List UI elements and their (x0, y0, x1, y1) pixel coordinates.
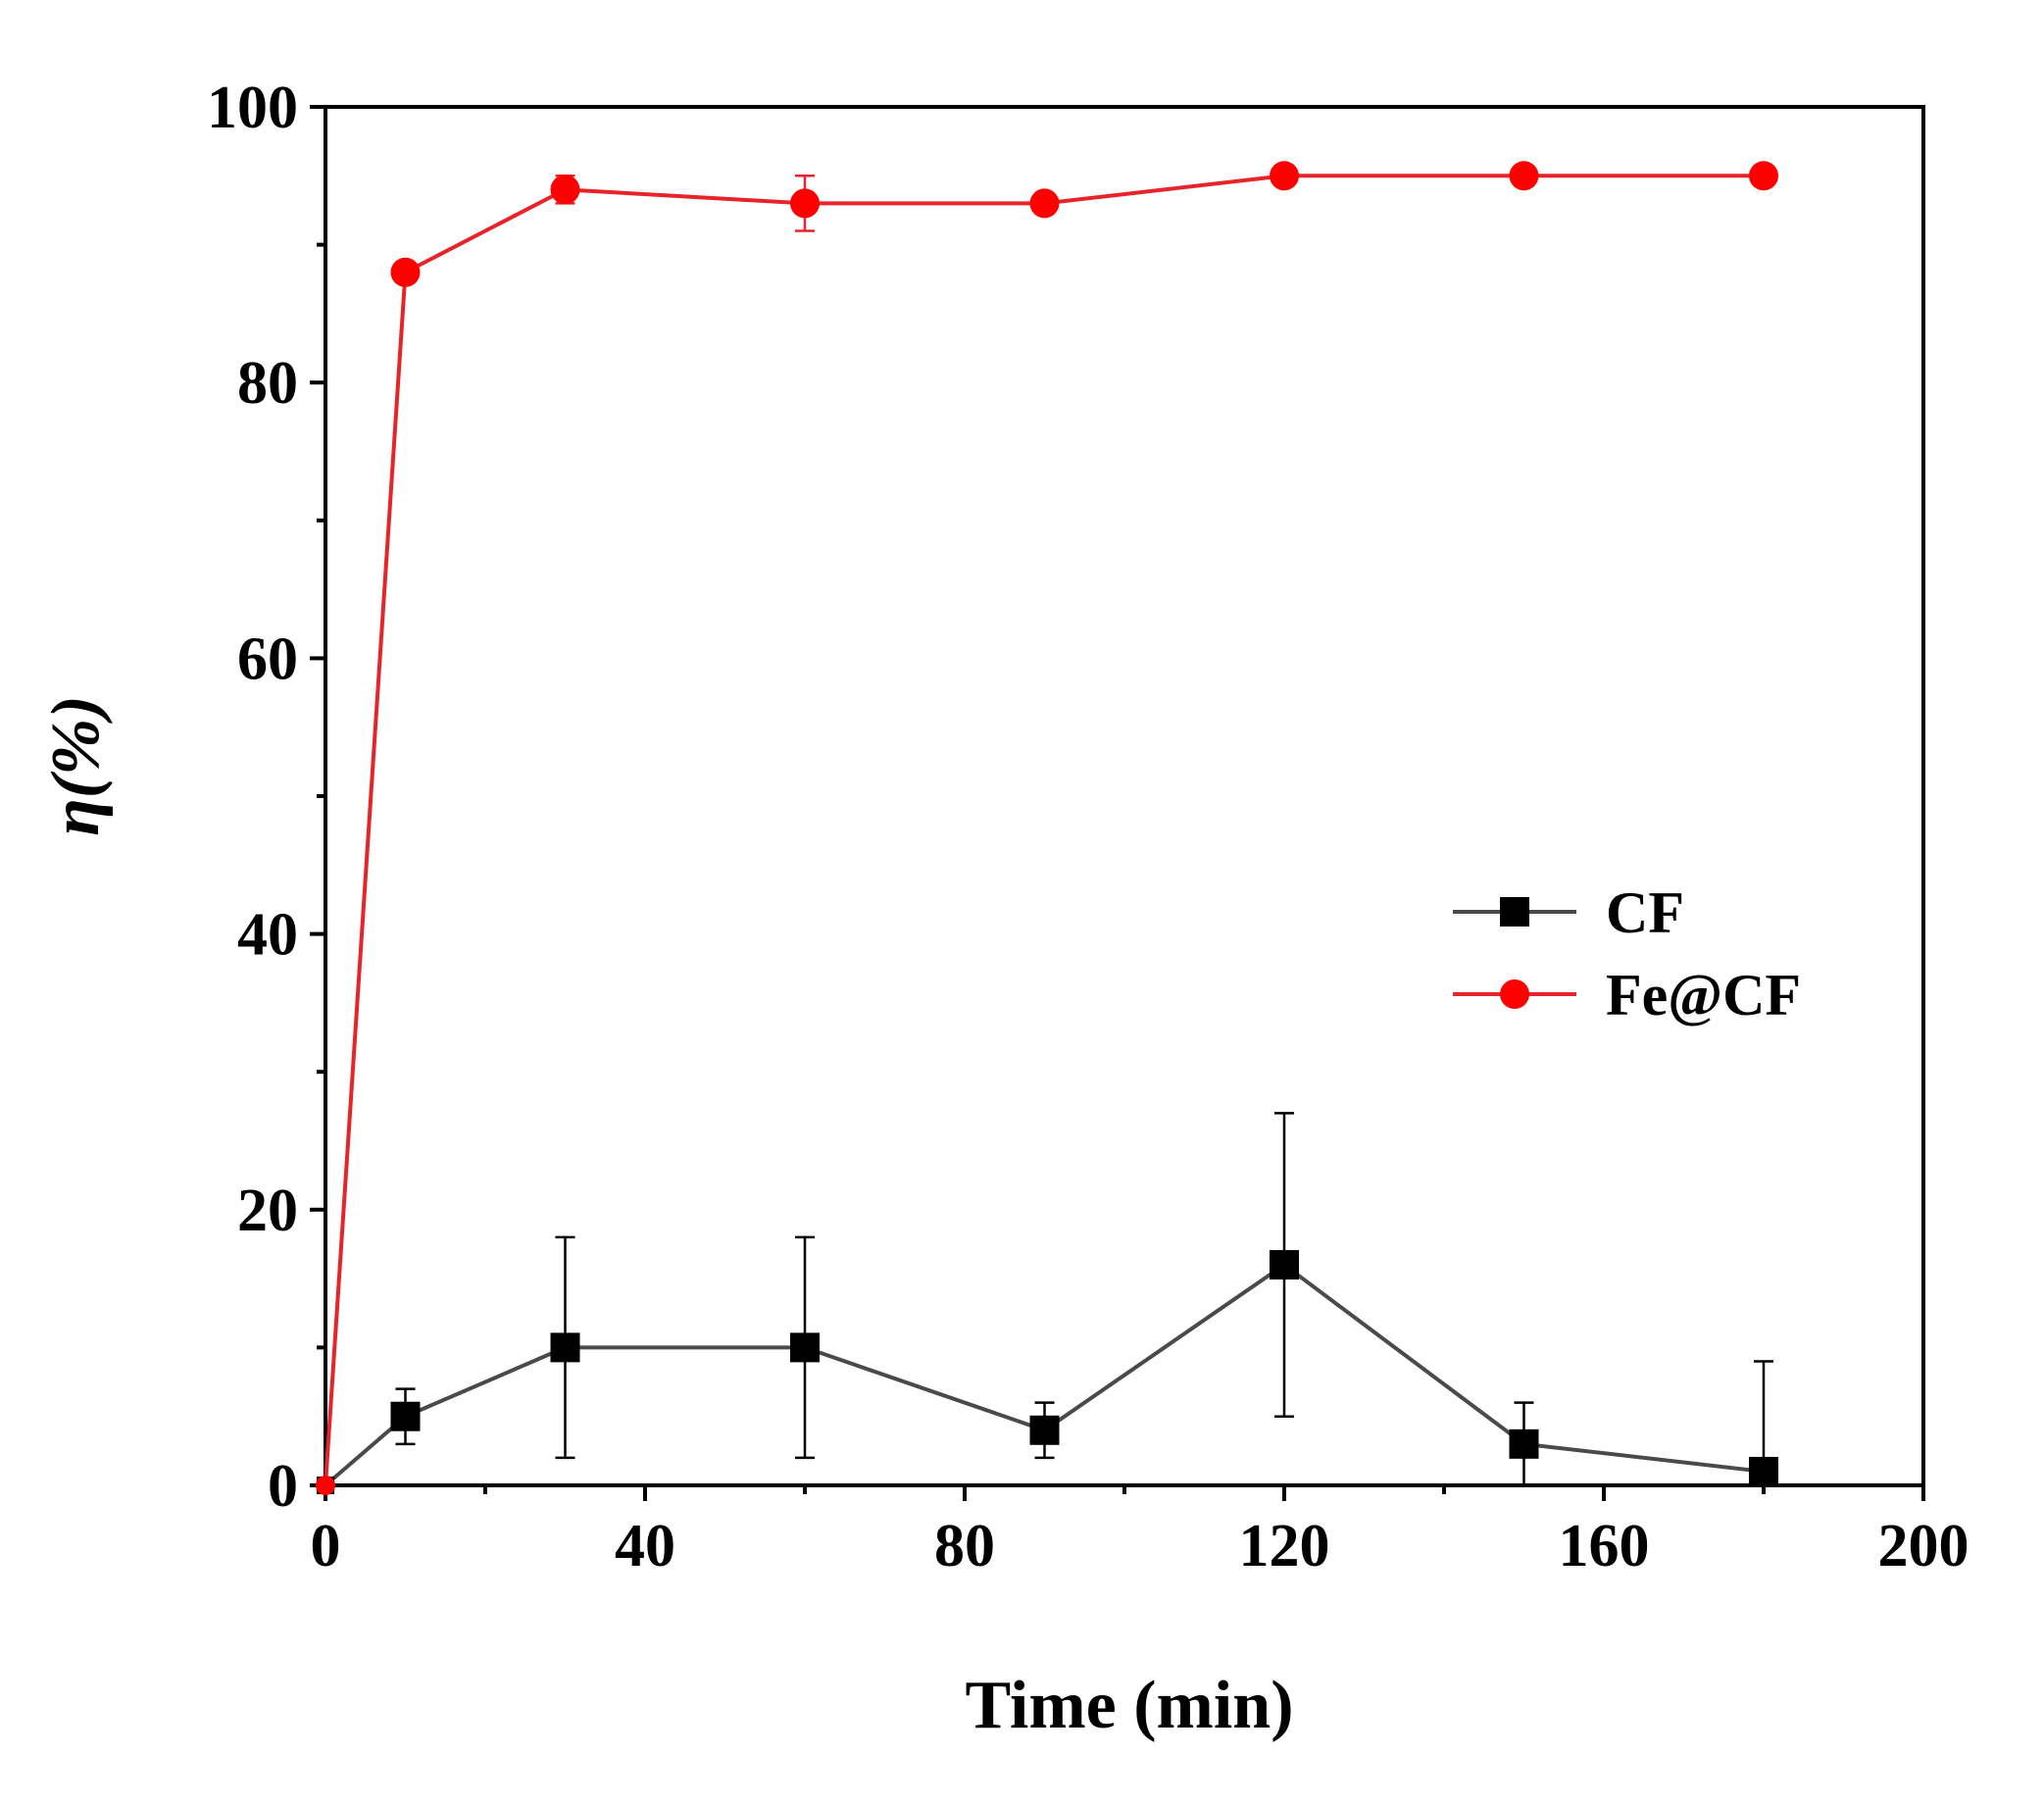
series-cf (317, 1112, 1778, 1494)
data-point (550, 175, 580, 205)
data-point (1509, 1428, 1539, 1459)
x-axis-title: Time (min) (965, 1668, 1293, 1743)
data-point (1270, 1250, 1299, 1280)
legend-item: CF (1453, 880, 1684, 945)
series-fe-cf (316, 161, 1778, 1495)
data-point (1270, 161, 1299, 191)
y-tick-label: 80 (237, 350, 298, 417)
data-point (390, 1401, 421, 1431)
y-tick-label: 40 (237, 902, 298, 969)
x-tick-label: 40 (615, 1513, 675, 1579)
x-tick-label: 0 (311, 1513, 341, 1579)
data-point (390, 257, 421, 287)
data-point (1749, 161, 1778, 191)
y-tick-label: 60 (237, 626, 298, 692)
legend-label: CF (1606, 880, 1684, 945)
x-tick-label: 200 (1878, 1513, 1969, 1579)
series-line (324, 174, 1764, 1486)
legend-marker (1500, 897, 1529, 927)
data-point (790, 1332, 820, 1363)
x-tick-label: 160 (1559, 1513, 1650, 1579)
tick-labels: 0 40 80 120 160 200 0 20 40 60 80 100 (207, 75, 1969, 1579)
data-point (1749, 1456, 1778, 1486)
data-point (1029, 188, 1060, 219)
y-tick-label: 100 (207, 75, 298, 141)
y-tick-label: 20 (237, 1178, 298, 1244)
minor-ticks (317, 242, 1766, 1494)
y-tick-label: 0 (268, 1453, 298, 1520)
legend-label: Fe@CF (1606, 963, 1801, 1027)
x-tick-label: 120 (1239, 1513, 1330, 1579)
y-axis-title: η(%) (38, 695, 114, 835)
axes (310, 105, 1925, 1501)
data-point (1029, 1415, 1060, 1445)
series-layer (316, 161, 1778, 1495)
series-line (324, 1262, 1765, 1487)
data-point (1509, 161, 1539, 191)
data-point (790, 188, 820, 219)
legend-item: Fe@CF (1453, 963, 1801, 1027)
legend-marker (1500, 979, 1529, 1009)
legend: CF Fe@CF (1453, 880, 1801, 1027)
data-point (316, 1476, 335, 1495)
plot-frame (324, 105, 1925, 1487)
x-tick-label: 80 (934, 1513, 995, 1579)
data-point (550, 1332, 580, 1363)
